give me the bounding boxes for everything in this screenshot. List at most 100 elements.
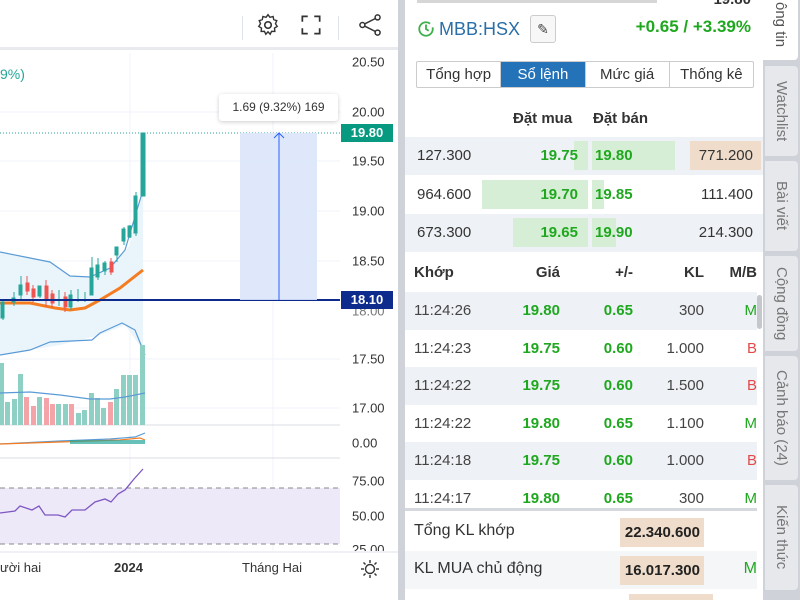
trade-volume: 1.000 — [666, 339, 704, 357]
trades-scrollbar[interactable] — [757, 295, 762, 329]
trade-side: B — [746, 452, 757, 469]
side-tab-watchlist[interactable]: Watchlist — [765, 66, 798, 156]
price-axis-label: 19.00 — [352, 203, 385, 219]
trade-time: 11:24:17 — [414, 489, 472, 507]
summary-value: 16.017.300 — [620, 556, 704, 585]
price-chart[interactable]: 9%) 1.69 (9.32%) 169 20.50 20.00 19.50 1… — [0, 0, 398, 600]
tab-tong-hop[interactable]: Tổng hợp — [417, 62, 502, 87]
trades-header: Khớp Giá +/- KL M/B — [405, 254, 757, 292]
price-axis-label: 17.50 — [352, 351, 385, 367]
ask-depth-bar — [592, 141, 675, 170]
time-axis-label: ười hai — [0, 560, 42, 575]
trade-change: 0.65 — [603, 302, 633, 319]
toolbar-separator — [242, 16, 243, 40]
trade-volume: 1.500 — [666, 377, 704, 394]
summary-label: KL MUA chủ động — [414, 560, 543, 577]
trade-side: M — [744, 414, 758, 432]
trade-time: 11:24:23 — [414, 339, 472, 357]
trade-volume: 300 — [678, 489, 704, 507]
bollinger-lower — [0, 322, 146, 356]
bid-depth-bar — [574, 141, 588, 170]
trade-volume: 300 — [678, 302, 704, 319]
axis-settings-sun-icon[interactable] — [360, 559, 380, 579]
bid-price[interactable]: 19.65 — [540, 224, 578, 241]
trade-time: 11:24:18 — [414, 452, 472, 469]
tab-so-lenh[interactable]: Sổ lệnh — [501, 62, 586, 87]
price-axis-label: 20.50 — [352, 54, 385, 70]
trade-change: 0.65 — [603, 489, 633, 507]
trade-row: 11:24:17 19.80 0.65 300 M — [405, 480, 757, 518]
stock-info-panel: 19.80 MBB:HSX ✎ +0.65 / +3.39% Tổng hợp … — [405, 0, 763, 600]
price-change: +0.65 / +3.39% — [635, 17, 751, 36]
price-axis-label: 18.50 — [352, 253, 385, 269]
bid-volume: 673.300 — [417, 224, 472, 241]
trade-time: 11:24:22 — [414, 414, 472, 432]
side-tab-kien-thuc[interactable]: Kiến thức — [765, 485, 798, 590]
trade-row: 11:24:18 19.75 0.60 1.000 B — [405, 442, 757, 480]
side-tab-thong-tin[interactable]: ông tin — [763, 0, 798, 60]
trade-change: 0.60 — [603, 377, 633, 394]
bollinger-upper — [0, 189, 144, 278]
bid-volume: 127.300 — [417, 147, 472, 164]
orderbook-row: 127.300 19.75 19.80 771.200 — [405, 137, 763, 175]
header-sell: Đặt bán — [593, 110, 649, 127]
chart-toolbar — [0, 0, 398, 50]
side-tab-canh-bao[interactable]: Cảnh báo (24) — [765, 356, 798, 480]
toolbar-separator — [338, 16, 339, 40]
orderbook-row: 964.600 19.70 19.85 111.400 — [405, 176, 763, 214]
trade-price: 19.80 — [522, 414, 560, 432]
col-kl: KL — [684, 264, 704, 281]
ask-price[interactable]: 19.90 — [595, 224, 633, 241]
bid-price[interactable]: 19.75 — [540, 147, 578, 164]
trade-row: 11:24:26 19.80 0.65 300 M — [405, 292, 757, 330]
symbol-label[interactable]: MBB:HSX — [417, 16, 520, 42]
bid-depth-bar — [482, 180, 588, 209]
bollinger-band — [0, 190, 143, 355]
bid-depth-bar — [513, 218, 588, 247]
col-khop: Khớp — [414, 264, 454, 281]
edit-symbol-button[interactable]: ✎ — [530, 15, 556, 43]
trade-row: 11:24:22 19.80 0.65 1.100 M — [405, 405, 757, 443]
summary-value-cut — [629, 594, 713, 600]
col-gia: Giá — [535, 264, 560, 281]
summary-row: Tổng KL khớp 22.340.600 — [405, 513, 757, 551]
price-axis-label: 17.00 — [352, 400, 385, 416]
ask-price[interactable]: 19.85 — [595, 186, 633, 203]
time-axis-label: Tháng Hai — [242, 560, 302, 575]
trade-price: 19.80 — [522, 302, 560, 319]
price-axis-label: 19.50 — [352, 153, 385, 169]
trade-change: 0.60 — [603, 339, 633, 357]
top-cut-price: 19.80 — [713, 0, 751, 8]
orderbook-row: 673.300 19.65 19.90 214.300 — [405, 214, 763, 252]
bid-price[interactable]: 19.70 — [540, 186, 578, 203]
col-change: +/- — [615, 264, 633, 281]
rsi-axis-label: 75.00 — [352, 473, 385, 489]
ask-volume: 111.400 — [701, 186, 753, 203]
trade-side: B — [746, 377, 757, 394]
macd-line — [0, 432, 146, 445]
fullscreen-icon[interactable] — [298, 12, 324, 38]
chart-canvas[interactable] — [0, 53, 398, 600]
rsi-axis-label: 50.00 — [352, 508, 385, 524]
range-arrow-head — [273, 132, 285, 139]
header-buy: Đặt mua — [513, 110, 573, 127]
trade-row: 11:24:22 19.75 0.60 1.500 B — [405, 367, 757, 405]
tab-muc-gia[interactable]: Mức giá — [586, 62, 670, 87]
volume-bars — [0, 345, 145, 425]
ask-price[interactable]: 19.80 — [595, 147, 633, 164]
share-icon[interactable] — [357, 12, 383, 38]
panel-splitter[interactable] — [398, 0, 405, 600]
tab-thong-ke[interactable]: Thống kê — [680, 66, 743, 83]
trade-price: 19.80 — [522, 489, 560, 507]
trade-change: 0.60 — [603, 452, 633, 469]
summary-label: Tổng KL khớp — [414, 522, 515, 539]
horizontal-line-badge: 18.10 — [341, 291, 393, 309]
summary-value: 22.340.600 — [620, 518, 704, 547]
settings-gear-icon[interactable] — [255, 12, 281, 38]
trade-time: 11:24:26 — [414, 302, 472, 319]
trade-side: M — [744, 489, 758, 507]
side-tabs: ông tin Watchlist Bài viết Cộng đồng Cản… — [763, 0, 800, 600]
ask-vol-highlight — [690, 141, 761, 170]
side-tab-bai-viet[interactable]: Bài viết — [765, 161, 798, 251]
side-tab-cong-dong[interactable]: Cộng đồng — [765, 256, 798, 351]
